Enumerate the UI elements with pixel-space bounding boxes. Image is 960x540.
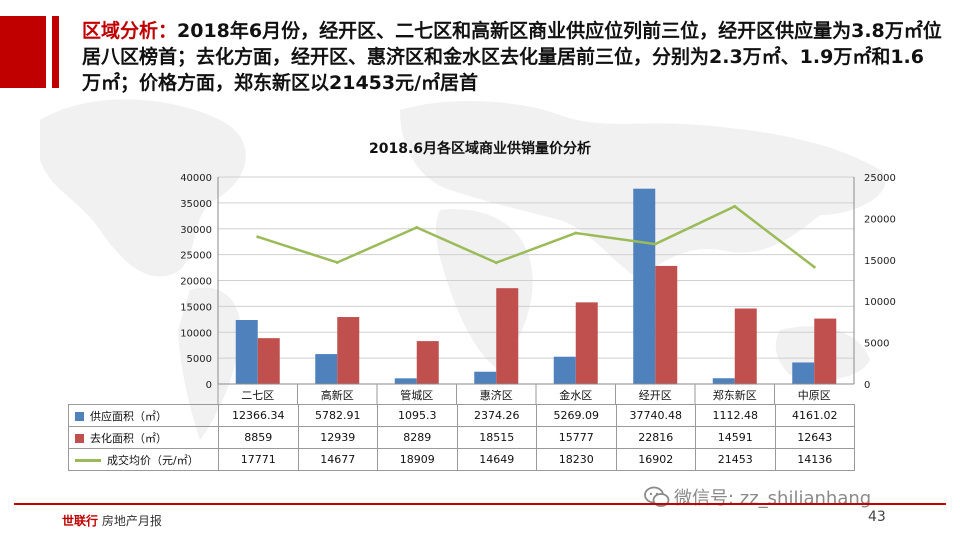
price-point [653, 242, 657, 246]
table-cell: 1112.48 [695, 404, 776, 427]
table-cell: 8289 [377, 426, 458, 449]
supply-bar [712, 378, 735, 384]
right-axis-tick-label: 25000 [864, 173, 896, 184]
table-row: 成交均价（元/㎡） 17771 14677 18909 14649 18230 16902 2… [68, 448, 855, 471]
legend-swatch [75, 459, 101, 462]
legend-swatch [75, 412, 84, 421]
title-accent-bar [0, 16, 46, 88]
title-accent-stripe [52, 16, 59, 88]
left-axis-tick-label: 25000 [180, 251, 212, 262]
table-cell: 15777 [536, 426, 617, 449]
sold-bar [814, 318, 837, 384]
series-legend-label: 供应面积（㎡） [68, 404, 219, 427]
left-axis-tick-label: 0 [206, 380, 212, 391]
series-legend-label: 去化面积（㎡） [68, 426, 219, 449]
price-point [494, 261, 498, 265]
table-cell: 5269.09 [536, 404, 617, 427]
category-tick-label: 惠济区 [480, 388, 513, 402]
headline-label: 区域分析： [82, 20, 178, 42]
price-point [415, 225, 419, 229]
left-axis-tick-label: 35000 [180, 199, 212, 210]
price-point [335, 260, 339, 264]
table-cell: 14677 [297, 448, 378, 471]
table-cell: 2374.26 [456, 404, 537, 427]
table-cell: 12939 [297, 426, 378, 449]
table-cell: 12643 [774, 426, 855, 449]
right-axis-tick-label: 20000 [864, 214, 896, 225]
table-cell: 12366.34 [218, 404, 299, 427]
price-point [256, 235, 260, 239]
price-line [257, 204, 816, 268]
right-axis-tick-label: 10000 [864, 297, 896, 308]
category-tick-label: 中原区 [798, 389, 831, 402]
sold-bar [496, 288, 519, 384]
left-axis-tick-label: 15000 [180, 302, 212, 313]
price-point [812, 265, 816, 269]
sold-bar [416, 341, 439, 384]
headline: 区域分析：2018年6月份，经开区、二七区和高新区商业供应位列前三位，经开区供应… [82, 18, 942, 96]
sold-bar [257, 338, 280, 384]
page-number: 43 [868, 509, 886, 525]
sold-bar [575, 302, 598, 384]
supply-bar [394, 378, 417, 384]
supply-bar [315, 354, 338, 384]
headline-text: 2018年6月份，经开区、二七区和高新区商业供应位列前三位，经开区供应量为3.8… [82, 20, 942, 94]
table-cell: 17771 [218, 448, 299, 471]
left-axis-tick-label: 30000 [180, 225, 212, 236]
table-cell: 4161.02 [774, 404, 855, 427]
category-tick-label: 二七区 [241, 389, 274, 402]
supply-bar [235, 320, 258, 384]
series-name: 去化面积（㎡） [90, 431, 167, 445]
left-axis-tick-label: 40000 [180, 173, 212, 184]
price-point [574, 231, 578, 235]
right-axis-tick-label: 5000 [864, 339, 889, 350]
table-row: 供应面积（㎡） 12366.34 5782.91 1095.3 2374.26 5269.… [68, 404, 855, 427]
footer-divider [14, 503, 946, 505]
table-cell: 8859 [218, 426, 299, 449]
supply-bar [474, 371, 497, 384]
table-cell: 5782.91 [297, 404, 378, 427]
left-axis-tick-label: 10000 [180, 328, 212, 339]
sold-bar [734, 308, 757, 384]
series-name: 供应面积（㎡） [90, 409, 167, 423]
wechat-watermark: 微信号: zz_shilianhang [644, 484, 871, 510]
series-legend-label: 成交均价（元/㎡） [68, 448, 219, 471]
category-tick-label: 经开区 [639, 389, 672, 402]
table-cell: 37740.48 [615, 404, 696, 427]
table-cell: 21453 [695, 448, 776, 471]
table-row: 去化面积（㎡） 8859 12939 8289 18515 15777 22816 14591… [68, 426, 855, 449]
category-tick-label: 高新区 [321, 388, 354, 402]
footer-brand-name: 世联行 [62, 514, 99, 528]
table-cell: 18230 [536, 448, 617, 471]
table-cell: 22816 [615, 426, 696, 449]
table-cell: 14649 [456, 448, 537, 471]
table-cell: 18909 [377, 448, 458, 471]
chart-data-table: 供应面积（㎡） 12366.34 5782.91 1095.3 2374.26 5269.… [68, 404, 855, 471]
category-tick-label: 郑东新区 [713, 388, 757, 402]
footer-brand: 世联行 房地产月报 [62, 512, 162, 529]
table-cell: 16902 [615, 448, 696, 471]
table-cell: 1095.3 [377, 404, 458, 427]
sold-bar [337, 317, 360, 384]
supply-bar [792, 362, 815, 384]
chart-title: 2018.6月各区域商业供销量价分析 [368, 141, 592, 157]
category-tick-label: 金水区 [559, 388, 592, 402]
table-cell: 18515 [456, 426, 537, 449]
supply-bar [633, 188, 656, 384]
series-name: 成交均价（元/㎡） [107, 453, 199, 467]
price-point [733, 204, 737, 208]
table-cell: 14591 [695, 426, 776, 449]
right-axis-tick-label: 15000 [864, 256, 896, 267]
wechat-id: 微信号: zz_shilianhang [674, 488, 872, 509]
table-cell: 14136 [774, 448, 855, 471]
sold-bar [655, 265, 678, 384]
category-tick-label: 管城区 [400, 388, 433, 402]
left-axis-tick-label: 5000 [187, 354, 212, 365]
supply-bar [553, 356, 576, 384]
legend-swatch [75, 434, 84, 443]
left-axis-tick-label: 20000 [180, 277, 212, 288]
right-axis-tick-label: 0 [864, 380, 870, 391]
footer-report-label: 房地产月报 [101, 514, 162, 528]
